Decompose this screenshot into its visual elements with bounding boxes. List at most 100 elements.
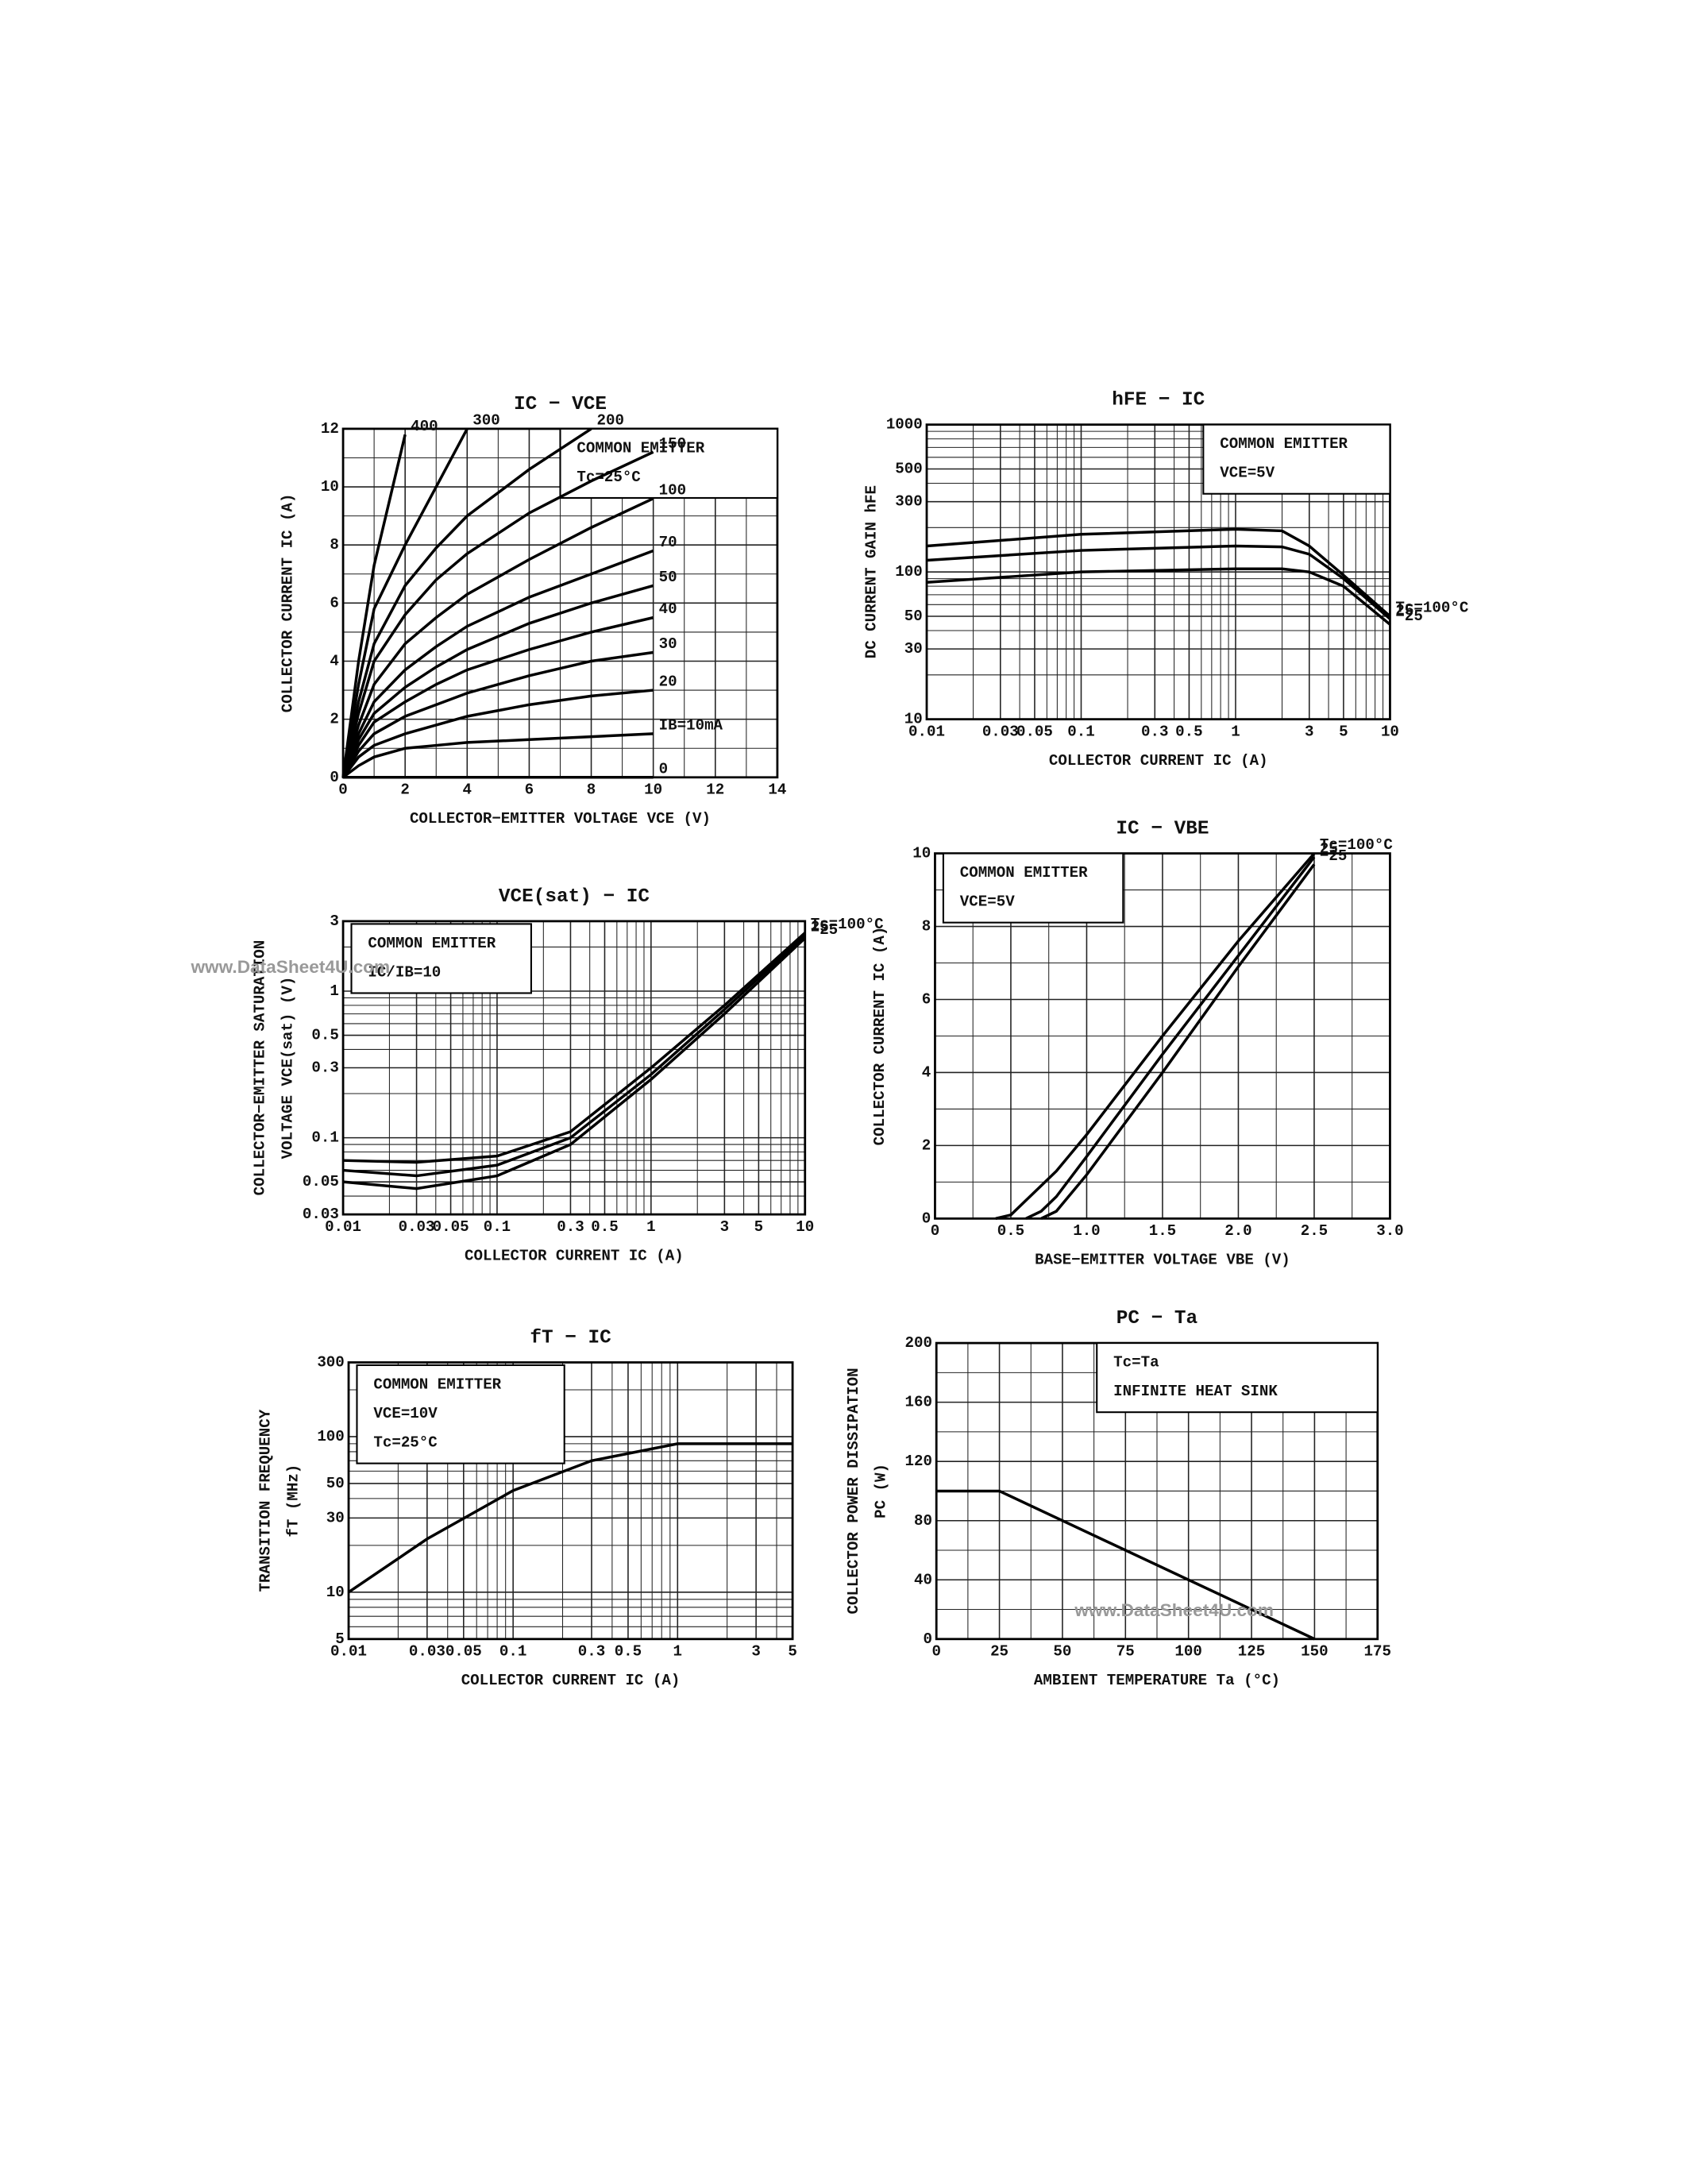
y-tick-label: 0 — [923, 1630, 932, 1648]
y-tick-label: 12 — [321, 420, 339, 438]
curve-label: Tc=100°C — [1320, 836, 1393, 854]
annotation-box — [559, 427, 778, 500]
chart-title: VCE(sat) − IC — [499, 886, 650, 908]
y-tick-label: 10 — [326, 1584, 345, 1601]
x-tick-label: 125 — [1238, 1643, 1265, 1661]
curve-label: 300 — [472, 412, 499, 430]
curve-label: 20 — [659, 673, 677, 691]
annotation: COMMON EMITTER — [577, 439, 704, 457]
curve-label: −25 — [1395, 608, 1422, 625]
curve — [341, 650, 654, 778]
x-tick-label: 12 — [706, 781, 724, 799]
y-tick-label: 8 — [922, 918, 931, 936]
y-tick-label: 1 — [330, 982, 339, 1000]
y-tick-label: 1000 — [886, 416, 923, 434]
curve — [343, 932, 806, 1164]
y-tick-label: 300 — [895, 493, 922, 511]
curve-label: 70 — [659, 534, 677, 551]
curve — [342, 934, 806, 1178]
curve — [341, 427, 592, 778]
curve — [926, 567, 1391, 626]
y-tick-label: 10 — [912, 845, 931, 862]
chart: 0.01 0.03 0.05 0.1 0.3 0.5 1 3 5 5 10 30 50 100 300 COM… — [257, 1328, 797, 1690]
curve-label: −25 — [811, 921, 838, 939]
x-tick-label: 2.0 — [1224, 1222, 1251, 1240]
annotation: COMMON EMITTER — [368, 935, 496, 952]
x-tick-label: 1 — [1231, 723, 1240, 740]
x-tick-label: 5 — [788, 1643, 797, 1661]
y-axis-label: COLLECTOR CURRENT IC (A) — [279, 494, 296, 713]
y-tick-label: 0.05 — [303, 1173, 339, 1190]
y-tick-label: 500 — [895, 461, 922, 478]
y-tick-label: 2 — [922, 1136, 931, 1154]
x-tick-label: 150 — [1301, 1643, 1328, 1661]
annotation: COMMON EMITTER — [373, 1376, 501, 1393]
y-tick-label: 0.5 — [311, 1027, 338, 1044]
x-tick-label: 100 — [1174, 1643, 1201, 1661]
curve-label: 400 — [411, 418, 438, 435]
x-tick-label: 0 — [931, 1643, 941, 1661]
x-tick-label: 0 — [931, 1222, 940, 1240]
chart-title: fT − IC — [530, 1328, 611, 1349]
curve — [341, 584, 654, 778]
annotation: Tc=Ta — [1113, 1354, 1159, 1372]
y-tick-label: 0.3 — [311, 1059, 338, 1077]
x-tick-label: 1 — [646, 1218, 656, 1236]
chart: 0 25 50 75 100 125 150 175 0 40 80 120 160 200 Tc=Ta IN… — [845, 1308, 1391, 1689]
chart: 0.01 0.030.05 0.1 0.3 0.5 1 3 5 10 10 30 50 100 300 50… — [862, 390, 1468, 770]
curve — [341, 434, 407, 778]
y-tick-label: 50 — [904, 608, 923, 625]
curve — [341, 549, 654, 778]
annotation: VCE=10V — [373, 1405, 438, 1422]
curve-label: 30 — [659, 635, 677, 653]
x-tick-label: 6 — [525, 781, 534, 799]
chart-title: IC − VCE — [514, 394, 607, 415]
annotation: COMMON EMITTER — [960, 864, 1088, 882]
annotation: VCE=5V — [960, 893, 1015, 911]
plot-frame — [347, 1361, 794, 1641]
curve-label: 0 — [659, 760, 669, 778]
y-axis-label: COLLECTOR CURRENT IC (A) — [871, 927, 889, 1146]
x-tick-label: 1.0 — [1073, 1222, 1100, 1240]
curve-label: 200 — [597, 412, 624, 430]
x-tick-label: 0.05 — [433, 1218, 469, 1236]
x-tick-label: 0.05 — [1016, 723, 1053, 740]
curve-label: 50 — [659, 569, 677, 586]
x-tick-label: 10 — [644, 781, 662, 799]
x-tick-label: 3.0 — [1376, 1222, 1403, 1240]
x-tick-label: 0.3 — [1141, 723, 1168, 740]
y-axis-label: COLLECTOR POWER DISSIPATION — [845, 1368, 862, 1614]
curve-label: 40 — [659, 600, 677, 618]
x-tick-label: 5 — [754, 1218, 764, 1236]
annotation: VCE=5V — [1220, 465, 1275, 482]
curve — [995, 852, 1316, 1221]
y-tick-label: 300 — [317, 1354, 344, 1372]
watermark: www.DataSheet4U.com — [1074, 1600, 1274, 1620]
x-axis-label: BASE−EMITTER VOLTAGE VBE (V) — [1035, 1252, 1290, 1269]
y-tick-label: 0 — [330, 769, 339, 786]
y-tick-label: 6 — [922, 991, 931, 1009]
curve-label: 25 — [1395, 602, 1413, 619]
curve — [342, 936, 806, 1190]
y-tick-label: 50 — [326, 1475, 345, 1492]
annotation-box — [1096, 1342, 1379, 1414]
x-tick-label: 10 — [1381, 723, 1399, 740]
y-tick-label: 120 — [905, 1453, 932, 1470]
curve-label: 25 — [811, 918, 829, 936]
x-tick-label: 4 — [463, 781, 472, 799]
curve — [341, 497, 654, 778]
y-tick-label: 200 — [905, 1334, 932, 1352]
x-tick-label: 0.1 — [1067, 723, 1094, 740]
x-tick-label: 0.5 — [997, 1222, 1024, 1240]
curve — [341, 450, 654, 778]
curve — [341, 689, 654, 778]
annotation: COMMON EMITTER — [1220, 435, 1348, 453]
y-tick-label: 10 — [321, 478, 339, 496]
y-tick-label: 8 — [330, 536, 339, 554]
chart-title: hFE − IC — [1112, 390, 1205, 411]
x-tick-label: 5 — [1339, 723, 1348, 740]
x-axis-label: COLLECTOR−EMITTER VOLTAGE VCE (V) — [410, 810, 711, 828]
